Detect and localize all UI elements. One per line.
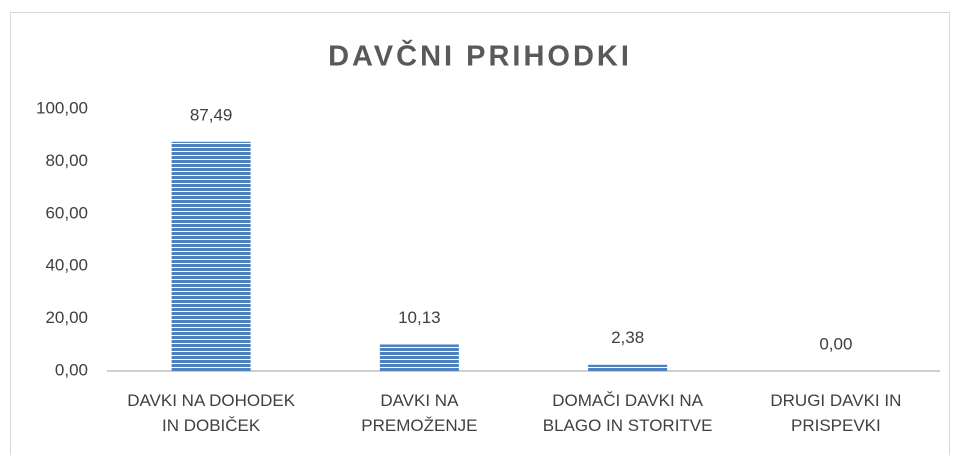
y-tick-label: 100,00 [36, 98, 88, 117]
data-label: 87,49 [190, 105, 233, 124]
y-tick-label: 40,00 [45, 256, 88, 275]
data-label: 0,00 [819, 334, 852, 353]
data-label: 2,38 [611, 328, 644, 347]
bar [379, 344, 459, 371]
x-tick-label: DAVKI NA DOHODEK IN DOBIČEK [127, 391, 296, 435]
x-tick-label: DRUGI DAVKI IN PRISPEVKI [770, 391, 902, 435]
bar [171, 141, 251, 371]
x-tick-label: DOMAČI DAVKI NA BLAGO IN STORITVE [542, 391, 713, 435]
x-tick-label: DAVKI NA PREMOŽENJE [361, 391, 478, 435]
data-label: 10,13 [398, 308, 441, 327]
chart-frame [10, 12, 950, 455]
y-tick-label: 20,00 [45, 308, 88, 327]
y-tick-label: 0,00 [55, 360, 88, 379]
bar [588, 364, 668, 371]
y-tick-label: 80,00 [45, 151, 88, 170]
chart-title: DAVČNI PRIHODKI [328, 39, 632, 73]
y-tick-label: 60,00 [45, 203, 88, 222]
